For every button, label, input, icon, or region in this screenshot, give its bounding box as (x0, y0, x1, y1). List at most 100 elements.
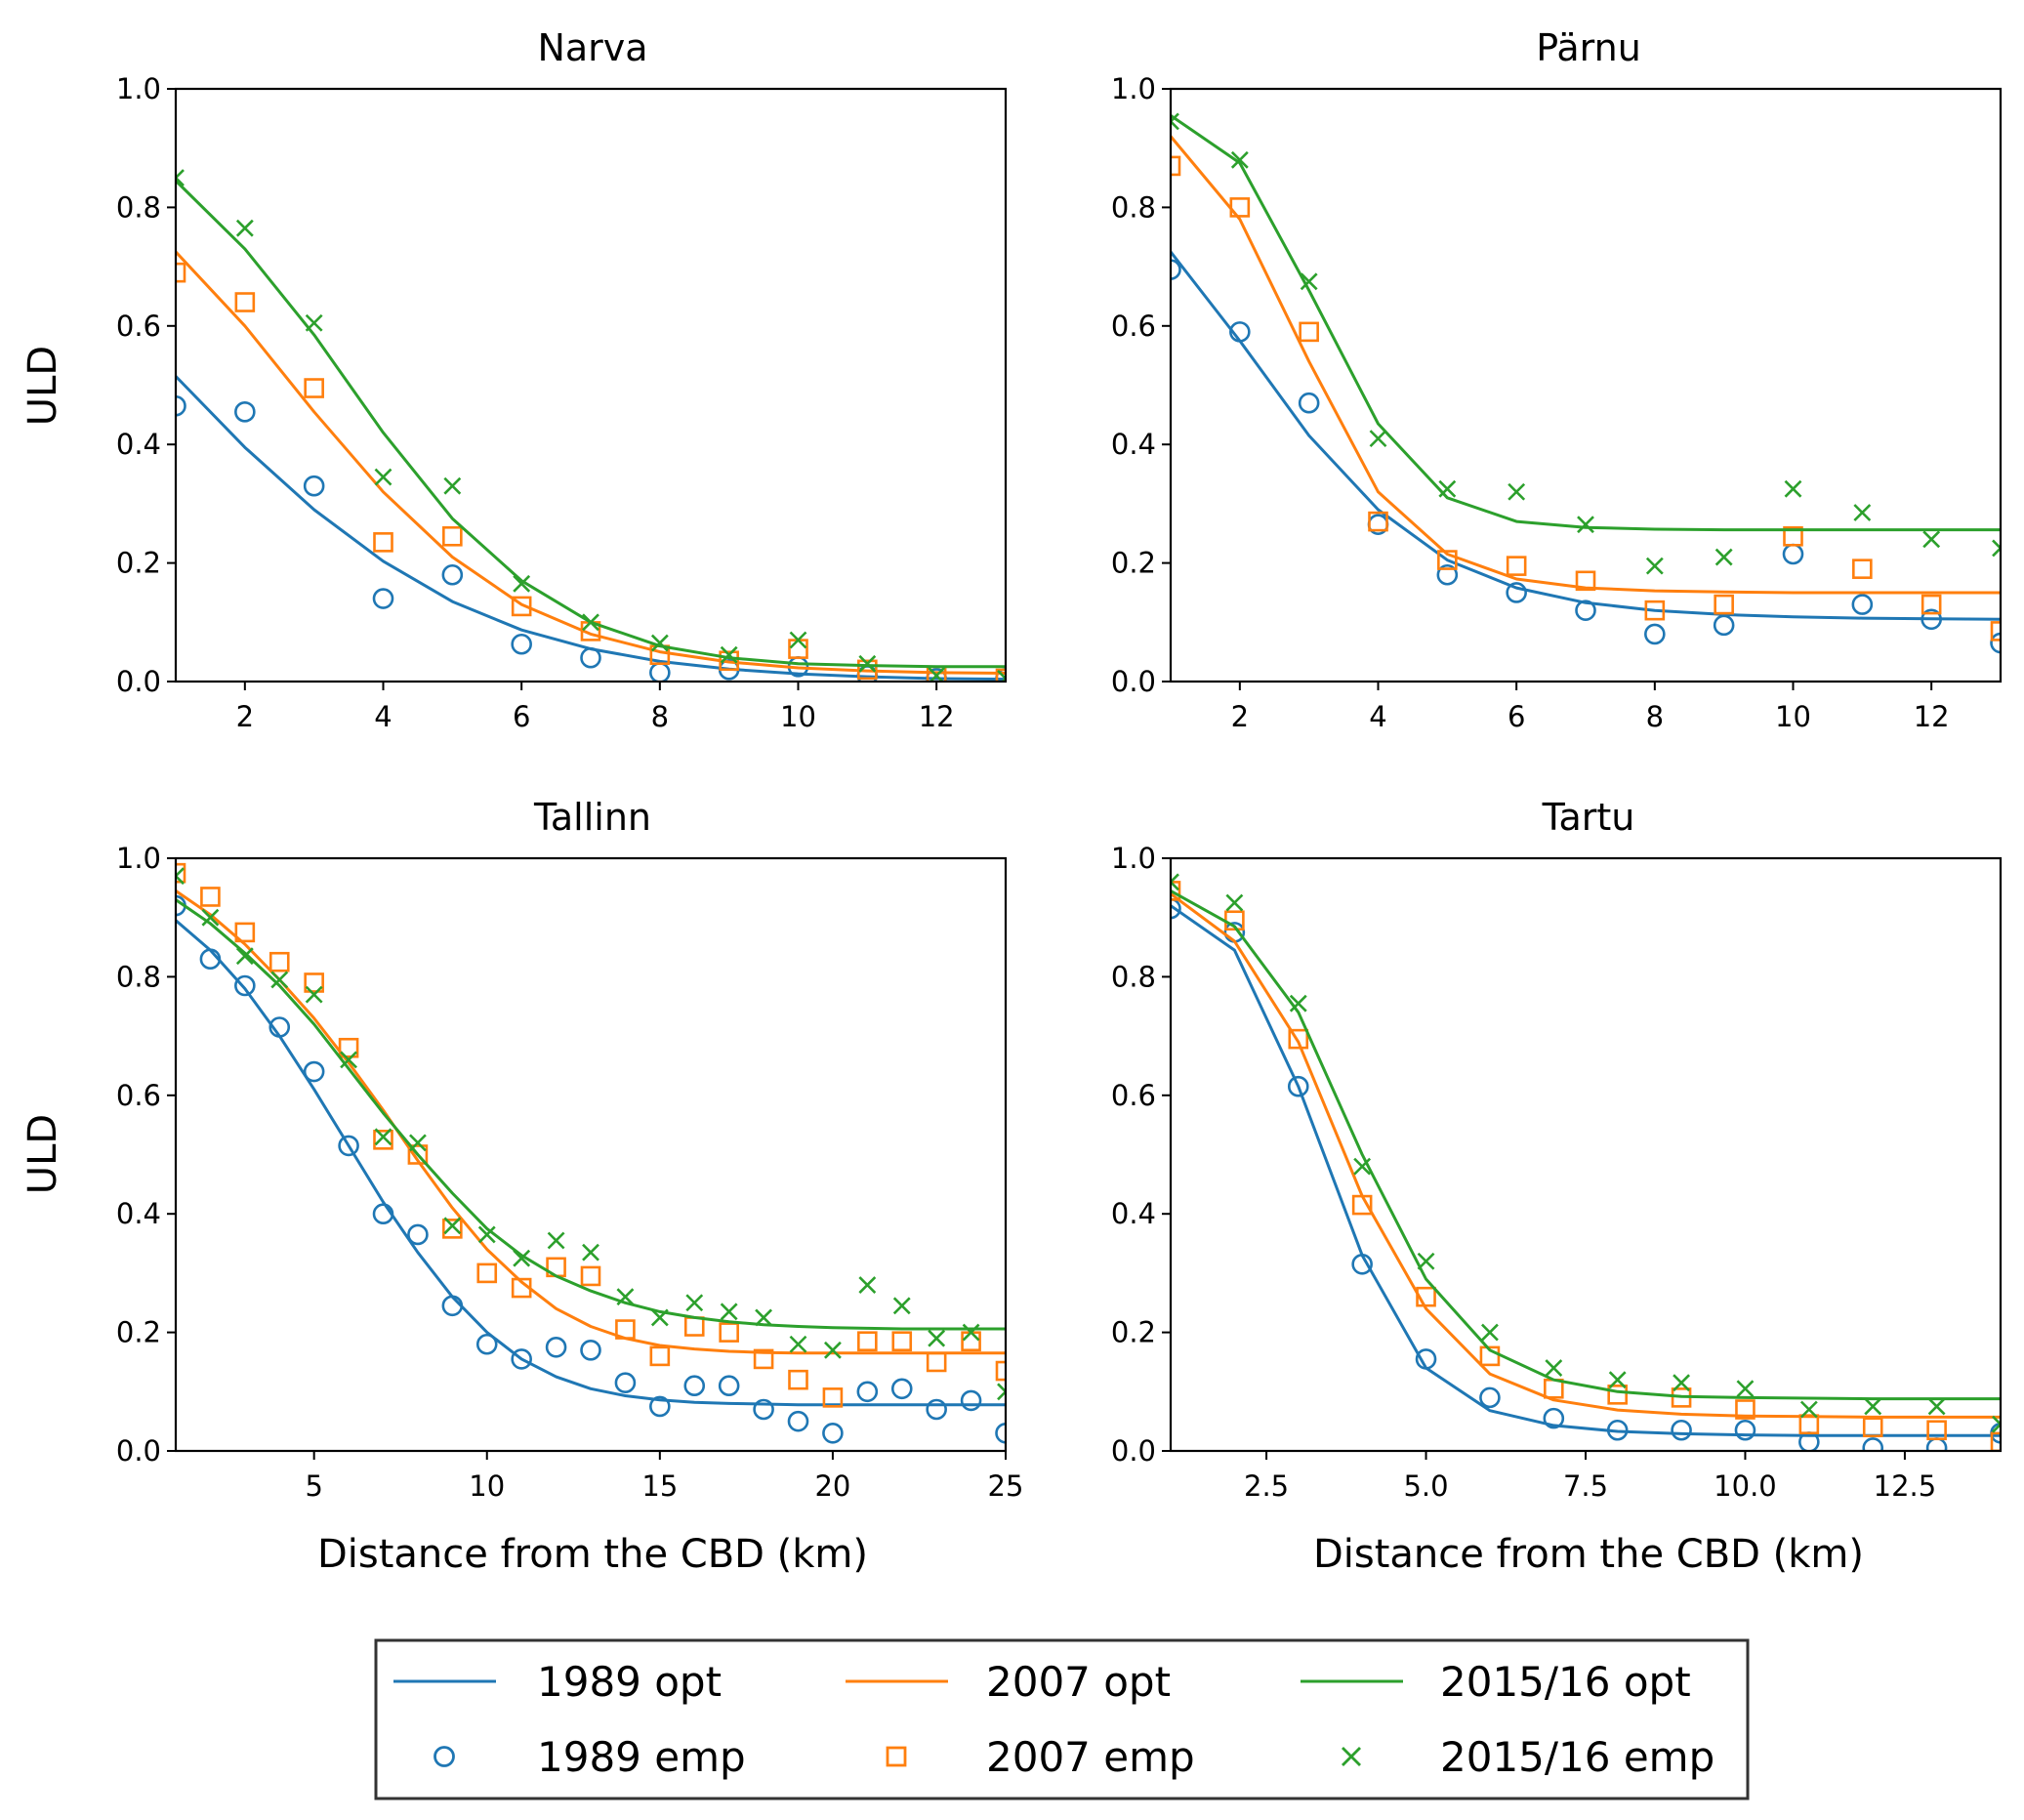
data-point-circle-1989-emp (1479, 1386, 1501, 1409)
data-point-square-2007-emp (1798, 1414, 1820, 1434)
data-point-circle-1989-emp (1298, 392, 1320, 414)
data-point-circle-1989-emp (1543, 1407, 1565, 1429)
data-point-square-2007-emp (1416, 1286, 1436, 1307)
data-point-square-2007-emp (1575, 570, 1596, 592)
data-point-cross-2015-16-emp (858, 1276, 877, 1294)
data-point-cross-2015-16-emp (823, 1341, 842, 1359)
data-point-circle-1989-emp (176, 394, 186, 417)
data-point-cross-2015-16-emp (789, 631, 807, 649)
data-point-square-2007-emp (234, 292, 256, 312)
y-tick-label: 0.0 (1111, 665, 1156, 698)
data-point-square-2007-emp (1714, 594, 1734, 615)
data-point-cross-2015-16-emp (235, 219, 254, 237)
x-tick-label: 25 (988, 1469, 1024, 1503)
data-point-square-2007-emp (338, 1037, 359, 1058)
data-point-circle-1989-emp (753, 1398, 774, 1421)
data-point-cross-2015-16-emp (650, 1308, 669, 1327)
series-line-2015-16-opt (176, 180, 1006, 669)
data-point-cross-2015-16-emp (582, 1243, 599, 1262)
panel-title: Pärnu (1536, 26, 1641, 69)
data-point-circle-1989-emp (1506, 582, 1527, 603)
legend-swatch-2015-emp (1342, 1747, 1361, 1766)
data-point-circle-1989-emp (441, 563, 464, 586)
data-point-cross-2015-16-emp (1417, 1252, 1435, 1270)
data-point-circle-1989-emp (1782, 543, 1804, 565)
data-point-square-2007-emp (788, 1369, 808, 1390)
y-tick-label: 0.8 (1111, 190, 1156, 224)
data-point-cross-2015-16-emp (305, 313, 323, 332)
data-point-cross-2015-16-emp (443, 476, 462, 495)
data-point-square-2007-emp (995, 1360, 1006, 1382)
data-point-square-2007-emp (234, 922, 256, 943)
data-point-circle-1989-emp (441, 1295, 464, 1317)
data-point-circle-1989-emp (1644, 623, 1666, 645)
y-tick-label: 0.6 (116, 310, 161, 343)
data-point-circle-1989-emp (1851, 594, 1874, 615)
data-point-cross-2015-16-emp (1545, 1359, 1563, 1377)
data-point-cross-2015-16-emp (513, 574, 531, 593)
series-line-2015-16-opt (176, 898, 1006, 1331)
panel-tartu: Tartu Distance from the CBD (km) 2.5 5.0 7… (1111, 796, 2003, 1577)
x-tick-label: 5 (305, 1469, 322, 1503)
data-point-cross-2015-16-emp (789, 1335, 807, 1353)
x-tick-label: 5.0 (1403, 1469, 1448, 1503)
data-point-circle-1989-emp (580, 1340, 601, 1361)
data-point-square-2007-emp (926, 1351, 947, 1373)
x-tick-label: 4 (1369, 700, 1386, 733)
data-point-square-2007-emp (822, 1387, 844, 1408)
data-point-square-2007-emp (1368, 511, 1388, 532)
data-point-square-2007-emp (1229, 197, 1251, 218)
data-point-square-2007-emp (176, 862, 186, 884)
data-point-circle-1989-emp (199, 948, 222, 970)
data-point-circle-1989-emp (303, 1060, 325, 1083)
y-tick-label: 0.4 (116, 428, 161, 461)
data-point-square-2007-emp (1299, 321, 1319, 343)
data-point-cross-2015-16-emp (1714, 548, 1733, 566)
data-point-square-2007-emp (1735, 1399, 1756, 1420)
y-axis-label: ULD (21, 1114, 65, 1194)
data-point-cross-2015-16-emp (176, 169, 185, 186)
data-point-circle-1989-emp (372, 588, 394, 609)
data-point-square-2007-emp (753, 1348, 774, 1370)
series-line-2007-opt (1171, 135, 2001, 595)
data-point-cross-2015-16-emp (858, 654, 877, 673)
data-point-circle-1989-emp (1862, 1437, 1884, 1451)
y-tick-label: 0.0 (1111, 1434, 1156, 1468)
x-tick-label: 12 (919, 700, 955, 733)
data-point-cross-2015-16-emp (928, 1329, 946, 1347)
data-point-cross-2015-16-emp (443, 1217, 462, 1235)
data-point-cross-2015-16-emp (755, 1308, 773, 1327)
data-point-circle-1989-emp (268, 1016, 291, 1038)
data-point-square-2007-emp (649, 1345, 671, 1367)
x-tick-label: 6 (1508, 700, 1525, 733)
x-tick-label: 2 (236, 700, 254, 733)
data-point-cross-2015-16-emp (201, 908, 220, 927)
data-point-square-2007-emp (1437, 550, 1458, 570)
data-point-circle-1989-emp (1415, 1348, 1437, 1370)
series-line-2015-16-opt (1171, 114, 2001, 532)
plot-area-parnu (1171, 112, 2001, 654)
data-point-circle-1989-emp (1925, 1437, 1948, 1451)
panel-title: Tartu (1542, 796, 1635, 839)
data-point-circle-1989-emp (511, 1348, 532, 1370)
axes-frame (174, 87, 1008, 683)
x-tick-label: 4 (374, 700, 392, 733)
x-tick-label: 12 (1914, 700, 1950, 733)
data-point-circle-1989-emp (1921, 608, 1942, 631)
data-point-square-2007-emp (891, 1331, 913, 1352)
data-point-circle-1989-emp (614, 1372, 637, 1393)
data-point-square-2007-emp (407, 1144, 429, 1165)
data-point-square-2007-emp (995, 668, 1006, 682)
data-point-cross-2015-16-emp (1645, 557, 1664, 575)
x-tick-label: 10.0 (1714, 1469, 1777, 1503)
data-point-cross-2015-16-emp (1784, 479, 1802, 498)
data-point-square-2007-emp (1607, 1385, 1628, 1405)
data-point-cross-2015-16-emp (408, 1134, 427, 1152)
data-point-circle-1989-emp (580, 646, 601, 669)
data-point-square-2007-emp (857, 659, 878, 681)
data-point-circle-1989-emp (1606, 1419, 1629, 1441)
series-line-2007-opt (1171, 892, 2001, 1419)
data-point-circle-1989-emp (407, 1223, 429, 1246)
data-point-circle-1989-emp (511, 633, 532, 655)
data-point-square-2007-emp (615, 1319, 636, 1340)
